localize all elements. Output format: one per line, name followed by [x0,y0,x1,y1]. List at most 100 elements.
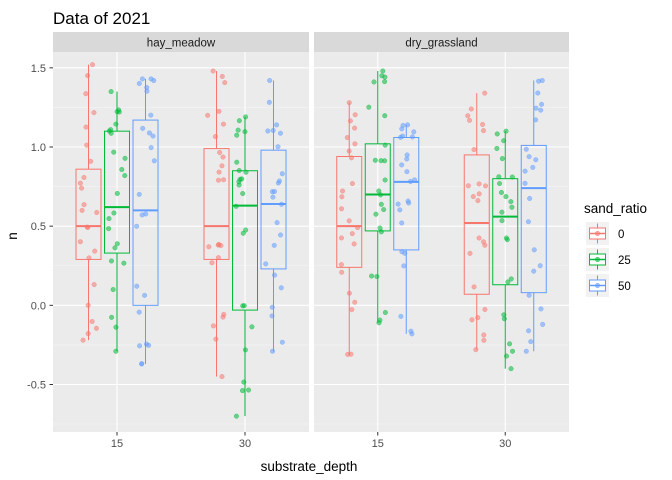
data-point [499,156,505,162]
data-point [508,366,514,372]
data-point [206,244,212,250]
data-point [404,152,410,158]
data-point [525,219,531,225]
data-point [209,260,215,266]
data-point [469,317,475,323]
data-point [267,77,273,83]
data-point [213,336,219,342]
data-point [279,201,285,207]
data-point [352,112,358,118]
data-point [79,207,85,213]
data-point [218,243,224,249]
data-point [382,79,388,85]
data-point [210,323,216,329]
data-point [77,239,83,245]
data-point [473,347,479,353]
data-point [405,122,411,128]
data-point [274,220,280,226]
data-point [409,134,415,140]
data-point [397,207,403,213]
legend-key-point [595,283,601,289]
data-point [243,114,249,120]
data-point [269,348,275,354]
data-point [503,235,509,241]
box-15-50 [393,122,420,337]
legend-key-point [595,230,601,236]
data-point [382,310,388,316]
data-point [338,235,344,241]
data-point [372,157,378,163]
data-point [339,206,345,212]
box-iqr [520,144,547,294]
data-point [465,113,471,119]
data-point [148,145,154,151]
data-point [222,80,228,86]
data-point [537,263,543,269]
data-point [408,178,414,184]
panel-background [314,52,569,432]
data-point [85,73,91,79]
data-point [480,121,486,127]
data-point [91,110,97,116]
data-point [352,141,358,147]
data-point [278,285,284,291]
data-point [263,261,269,267]
data-point [382,113,388,119]
data-point [94,209,100,215]
data-point [275,180,281,186]
data-point [351,241,357,247]
data-point [205,112,211,118]
data-point [348,351,354,357]
data-point [503,128,509,134]
x-tick-label: 30 [499,438,511,450]
data-point [109,314,115,320]
box-30-50 [260,77,287,354]
data-point [475,315,481,321]
box-iqr [364,143,391,232]
y-tick-label: 1.0 [31,142,46,154]
data-point [371,79,377,85]
data-point [265,128,271,134]
data-point [279,171,285,177]
data-point [408,328,414,334]
data-point [504,353,510,359]
data-point [480,128,486,134]
x-axis-title: substrate_depth [261,459,358,474]
box-iqr [104,130,130,254]
data-point [216,108,222,114]
data-point [482,306,488,312]
data-point [476,191,482,197]
data-point [467,250,473,256]
data-point [81,174,87,180]
box-iqr [203,148,230,260]
x-tick-label: 15 [372,438,384,450]
legend-key-25: 25 [586,248,631,271]
box-30-25 [492,128,519,372]
data-point [270,194,276,200]
data-point [528,339,534,345]
data-point [527,195,533,201]
y-tick-label: 1.5 [31,63,46,75]
data-point [236,118,242,124]
data-point [269,313,275,319]
data-point [535,90,541,96]
data-point [216,169,222,175]
data-point [83,91,89,97]
data-point [220,154,226,160]
chart-title: Data of 2021 [53,9,150,28]
data-point [378,229,384,235]
data-point [339,194,345,200]
facet-label: hay_meadow [147,38,216,50]
data-point [533,117,539,123]
data-point [476,235,482,241]
box-iqr [132,119,159,306]
data-point [499,218,505,224]
data-point [540,321,546,327]
data-point [89,318,95,324]
data-point [219,73,225,79]
data-point [483,183,489,189]
data-point [111,210,117,216]
data-point [468,106,474,112]
data-point [522,168,528,174]
data-point [240,191,246,197]
